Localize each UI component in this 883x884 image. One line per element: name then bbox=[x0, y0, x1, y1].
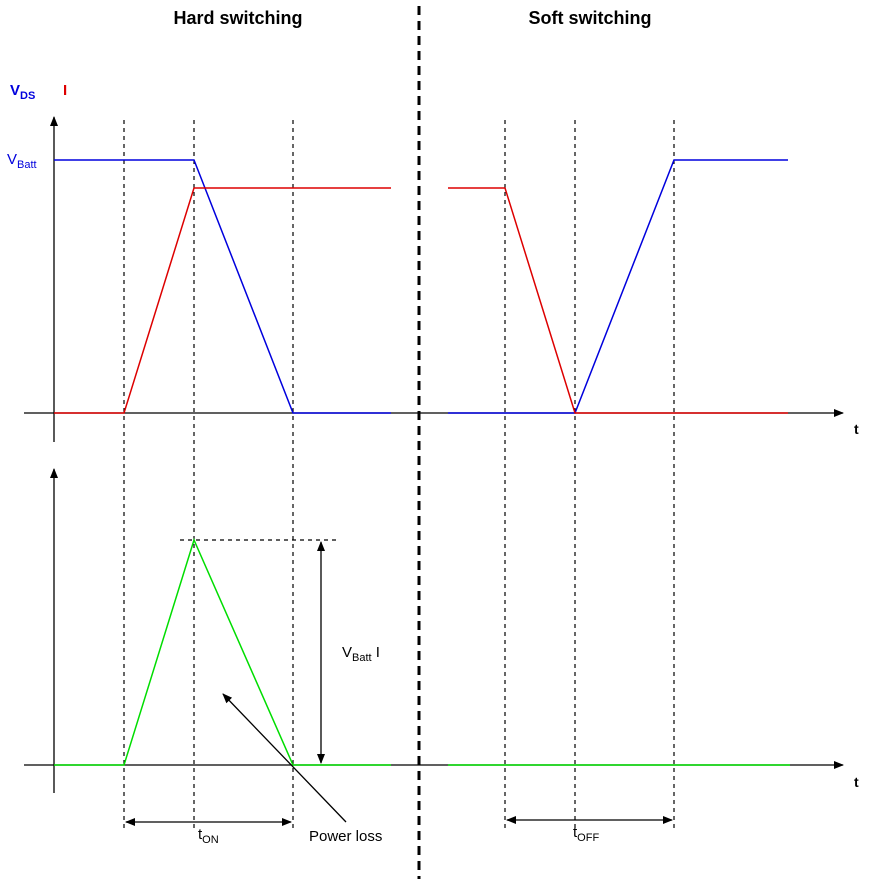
t-on-label: tON bbox=[198, 826, 219, 846]
heading-soft-switching: Soft switching bbox=[529, 8, 652, 28]
power-loss-arrow bbox=[222, 693, 347, 823]
t-axis-label-top: t bbox=[854, 421, 859, 437]
current-soft-curve bbox=[448, 187, 788, 414]
vbatt-i-label: VBatt I bbox=[342, 644, 380, 664]
heading-hard-switching: Hard switching bbox=[173, 8, 302, 28]
vds-hard-curve bbox=[54, 159, 391, 414]
vds-soft-curve bbox=[448, 159, 788, 414]
current-label: I bbox=[63, 82, 67, 99]
current-hard-curve bbox=[54, 187, 391, 414]
power-hard-curve bbox=[54, 537, 391, 766]
t-off-label: tOFF bbox=[573, 824, 599, 844]
t-axis-label-bottom: t bbox=[854, 774, 859, 790]
power-loss-label: Power loss bbox=[309, 828, 382, 845]
time-guides bbox=[123, 120, 675, 832]
vbatt-label: VBatt bbox=[7, 151, 37, 171]
vds-label: VDS bbox=[10, 82, 35, 102]
